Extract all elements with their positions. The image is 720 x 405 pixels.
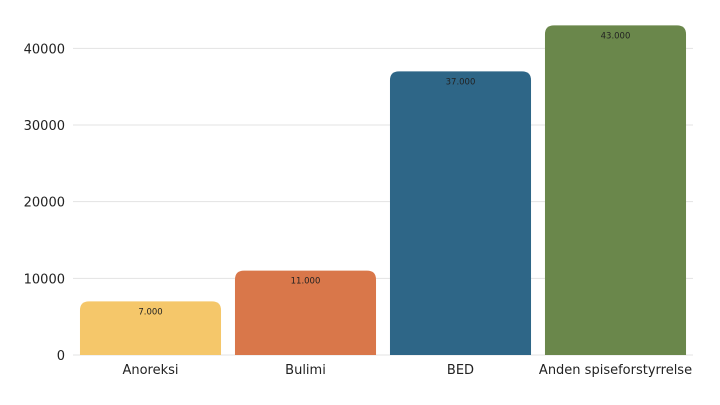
- bar-anden-spiseforstyrrelse: [544, 25, 687, 355]
- y-tick-label: 0: [57, 349, 65, 364]
- x-tick-label: BED: [447, 363, 474, 378]
- data-labels: 7.000 11.000 37.000 43.000: [138, 31, 630, 317]
- y-tick-label: 30000: [24, 119, 65, 134]
- y-axis-ticks: 0 10000 20000 30000 40000: [24, 42, 65, 364]
- x-tick-label: Anden spiseforstyrrelse: [539, 363, 692, 378]
- bars: [79, 25, 687, 355]
- x-tick-label: Bulimi: [285, 363, 326, 378]
- y-tick-label: 10000: [24, 272, 65, 287]
- y-tick-label: 20000: [24, 196, 65, 211]
- bar-bed: [389, 71, 532, 355]
- data-label: 11.000: [291, 277, 321, 287]
- x-axis-ticks: Anoreksi Bulimi BED Anden spiseforstyrrelse: [122, 363, 692, 378]
- data-label: 43.000: [601, 31, 631, 41]
- bar-bulimi: [234, 270, 377, 355]
- data-label: 7.000: [138, 307, 162, 317]
- y-tick-label: 40000: [24, 42, 65, 57]
- bar-anoreksi: [79, 301, 222, 355]
- data-label: 37.000: [446, 77, 476, 87]
- x-tick-label: Anoreksi: [122, 363, 178, 378]
